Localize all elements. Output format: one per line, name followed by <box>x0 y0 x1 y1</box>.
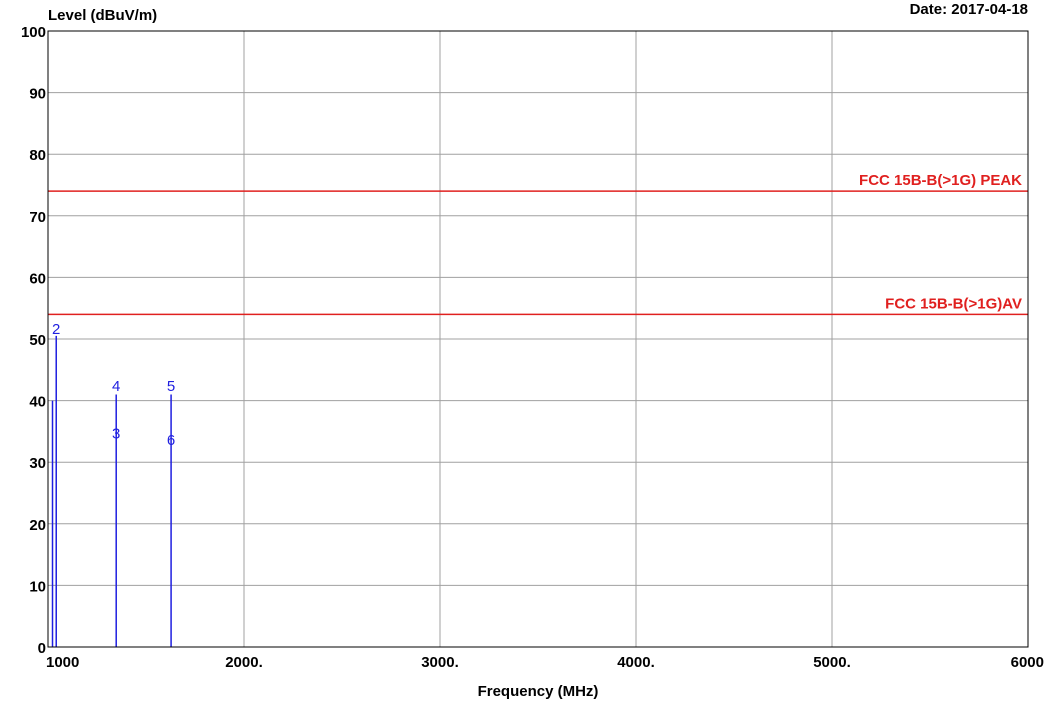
x-tick-label: 3000. <box>421 654 459 671</box>
y-tick-label: 50 <box>29 332 46 349</box>
limit-lines: FCC 15B-B(>1G) PEAK FCC 15B-B(>1G)AV <box>48 172 1028 316</box>
marker-label: 4 <box>112 378 120 395</box>
marker-label: 2 <box>52 321 60 338</box>
y-tick-label: 30 <box>29 455 46 472</box>
y-tick-label: 0 <box>38 640 46 657</box>
marker-label: 3 <box>112 426 120 443</box>
x-tick-label: 2000. <box>225 654 263 671</box>
tick-labels: 0 10 20 30 40 50 60 70 80 90 100 1000 2000. 3000. 4000… <box>21 24 1044 671</box>
plot-frame <box>47 30 1029 648</box>
date-label: Date: 2017-04-18 <box>910 1 1028 18</box>
x-axis-label: Frequency (MHz) <box>478 683 599 700</box>
y-tick-label: 10 <box>29 578 46 595</box>
marker-label: 6 <box>167 432 175 449</box>
y-tick-label: 40 <box>29 394 46 411</box>
limit-line-label: FCC 15B-B(>1G) PEAK <box>859 172 1022 189</box>
y-tick-label: 20 <box>29 517 46 534</box>
y-tick-label: 80 <box>29 147 46 164</box>
grid <box>48 31 1028 647</box>
y-tick-label: 90 <box>29 86 46 103</box>
x-tick-label: 5000. <box>813 654 851 671</box>
y-axis-label: Level (dBuV/m) <box>48 7 157 24</box>
limit-line-label: FCC 15B-B(>1G)AV <box>885 295 1022 312</box>
signal-lines <box>51 335 172 647</box>
x-tick-label: 1000 <box>46 654 79 671</box>
y-tick-label: 60 <box>29 270 46 287</box>
y-tick-label: 100 <box>21 24 46 41</box>
marker-label: 5 <box>167 378 175 395</box>
x-tick-label: 4000. <box>617 654 655 671</box>
x-tick-label: 6000 <box>1011 654 1044 671</box>
y-tick-label: 70 <box>29 209 46 226</box>
markers: 2 4 3 5 6 <box>52 321 175 449</box>
